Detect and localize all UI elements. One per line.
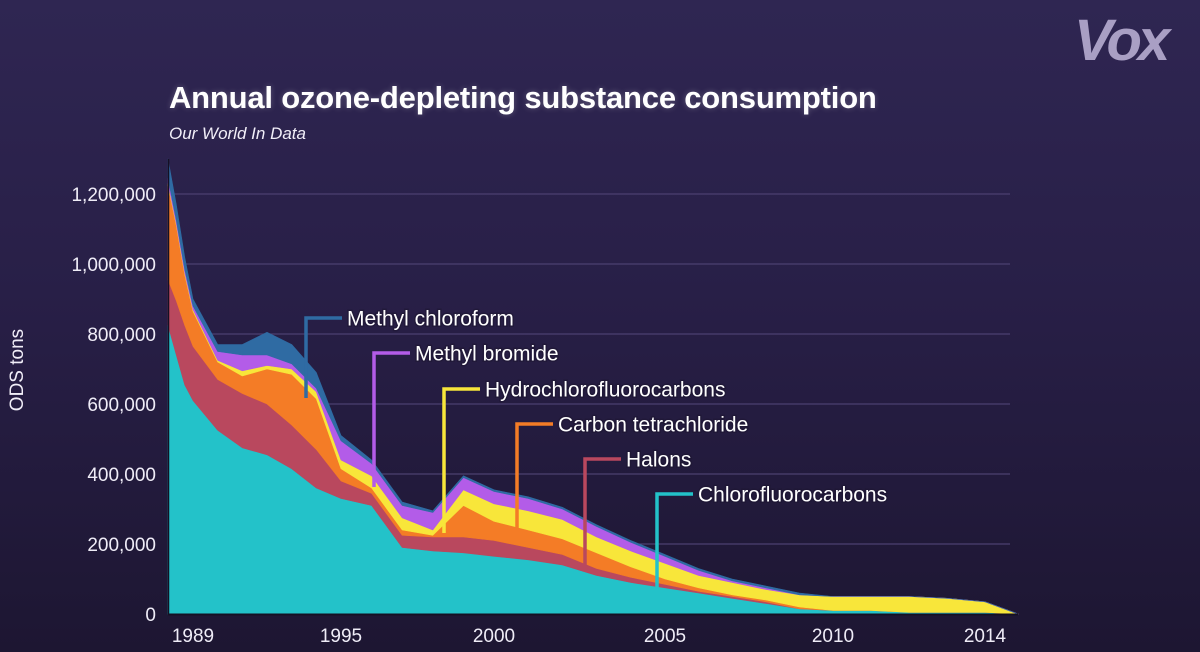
x-tick-label: 2000 — [473, 626, 515, 647]
callout-label: Hydrochlorofluorocarbons — [485, 379, 725, 402]
callout-label: Methyl chloroform — [347, 308, 514, 331]
x-tick-label: 2005 — [644, 626, 686, 647]
callout-methyl-chloroform: Methyl chloroform — [304, 306, 515, 398]
callout-leader-line — [372, 351, 410, 487]
callout-label: Chlorofluorocarbons — [698, 484, 887, 507]
vox-logo-text: Vox — [1074, 8, 1173, 73]
series-callouts: Methyl chloroform Methyl bromide Hydrochlo… — [304, 306, 889, 590]
y-axis: 0 200,000 400,000 600,000 800,000 1,000,000 1,… — [71, 185, 156, 626]
y-tick-label: 1,000,000 — [71, 255, 156, 276]
callout-chlorofluorocarbons: Chlorofluorocarbons — [655, 482, 889, 590]
x-tick-label: 1989 — [172, 626, 214, 647]
chart-title: Annual ozone-depleting substance consump… — [169, 80, 877, 115]
y-tick-label: 0 — [145, 605, 156, 626]
x-tick-label: 2014 — [964, 626, 1007, 647]
callout-leader-line — [515, 422, 553, 541]
callout-label: Halons — [626, 449, 691, 472]
callout-carbon-tetrachloride: Carbon tetrachloride — [515, 412, 750, 541]
y-tick-label: 400,000 — [87, 465, 156, 486]
callout-halons: Halons — [583, 447, 693, 571]
y-tick-label: 600,000 — [87, 395, 156, 416]
x-tick-label: 1995 — [320, 626, 362, 647]
callout-leader-line — [442, 387, 480, 533]
area-series — [167, 158, 1019, 616]
callout-leader-line — [583, 457, 621, 571]
callout-leader-line — [304, 316, 342, 398]
y-tick-label: 800,000 — [87, 325, 156, 346]
callout-leader-line — [655, 492, 693, 590]
chart-subtitle: Our World In Data — [169, 124, 306, 143]
vox-logo-mark: Vox — [1074, 8, 1177, 73]
x-axis: 1989 1995 2000 2005 2010 2014 — [172, 626, 1007, 647]
area-methyl-chloroform — [167, 158, 1019, 615]
y-tick-label: 200,000 — [87, 535, 156, 556]
callout-hydrochlorofluorocarbons: Hydrochlorofluorocarbons — [442, 377, 727, 533]
vox-logo: Vox — [1074, 4, 1194, 74]
callout-label: Carbon tetrachloride — [558, 414, 748, 437]
callout-methyl-bromide: Methyl bromide — [372, 341, 560, 487]
callout-label: Methyl bromide — [415, 343, 559, 366]
x-tick-label: 2010 — [812, 626, 854, 647]
y-tick-label: 1,200,000 — [71, 185, 156, 206]
